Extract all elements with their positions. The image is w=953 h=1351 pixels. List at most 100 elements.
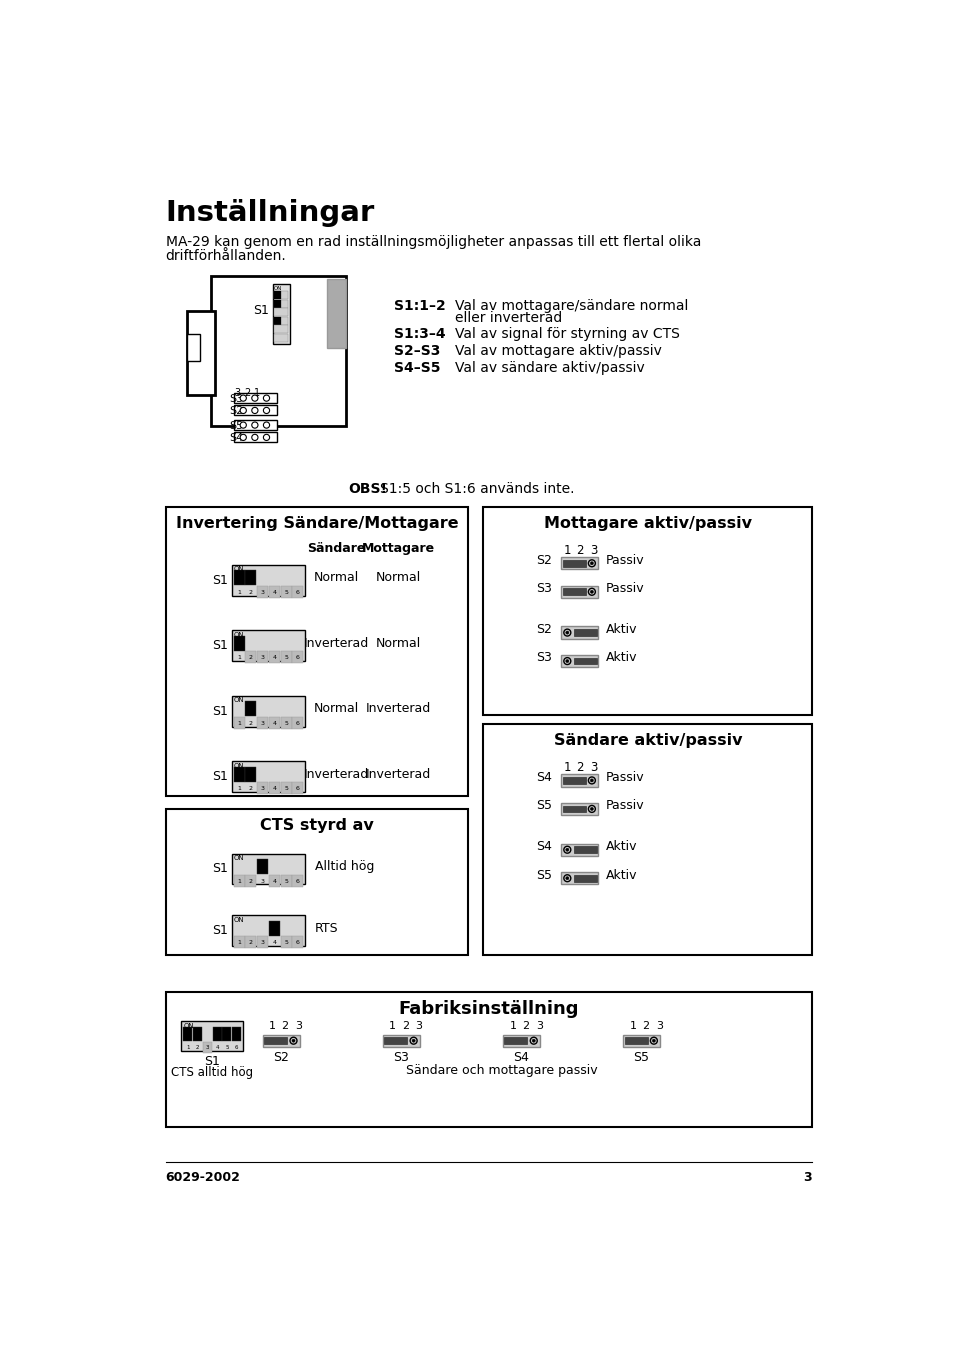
Text: Val av signal för styrning av CTS: Val av signal för styrning av CTS xyxy=(455,327,679,340)
Circle shape xyxy=(240,422,246,428)
Text: 4: 4 xyxy=(215,1044,218,1050)
Text: ON: ON xyxy=(233,566,244,573)
Text: ON: ON xyxy=(233,763,244,769)
Text: S1: S1 xyxy=(212,770,228,784)
Bar xyxy=(233,405,276,416)
Text: CTS alltid hög: CTS alltid hög xyxy=(171,1066,253,1079)
Text: 4: 4 xyxy=(272,786,276,792)
Text: Passiv: Passiv xyxy=(605,554,644,566)
Bar xyxy=(502,1035,539,1047)
Bar xyxy=(269,651,279,663)
Text: RTS: RTS xyxy=(314,921,337,935)
Bar xyxy=(292,874,303,886)
Text: Passiv: Passiv xyxy=(605,800,644,812)
Text: 5: 5 xyxy=(284,940,288,946)
Bar xyxy=(292,936,303,948)
Bar xyxy=(233,420,276,430)
Bar xyxy=(232,854,305,885)
Text: S2: S2 xyxy=(536,623,551,636)
Text: 3: 3 xyxy=(416,1021,422,1031)
Text: Normal: Normal xyxy=(375,636,420,650)
Text: 3: 3 xyxy=(260,786,264,792)
Bar xyxy=(256,717,268,728)
Bar xyxy=(211,276,346,426)
Bar xyxy=(560,585,598,598)
Bar xyxy=(483,724,811,955)
Bar xyxy=(560,774,598,786)
Text: CTS styrd av: CTS styrd av xyxy=(260,819,374,834)
Text: S2: S2 xyxy=(229,407,243,416)
Text: S3: S3 xyxy=(536,582,551,596)
Bar xyxy=(274,334,288,342)
Text: 3: 3 xyxy=(260,878,264,884)
Text: S5: S5 xyxy=(536,800,551,812)
Circle shape xyxy=(590,590,593,593)
Bar xyxy=(269,874,279,886)
Bar xyxy=(233,936,244,948)
Circle shape xyxy=(565,848,568,851)
Text: S4: S4 xyxy=(536,771,551,784)
Bar xyxy=(560,802,598,815)
Bar xyxy=(292,717,303,728)
Text: Mottagare aktiv/passiv: Mottagare aktiv/passiv xyxy=(543,516,751,531)
Bar xyxy=(292,782,303,794)
Text: 2: 2 xyxy=(641,1021,648,1031)
Bar xyxy=(193,1027,202,1040)
Bar xyxy=(245,701,256,716)
Text: ON: ON xyxy=(233,697,244,704)
Text: Inverterad: Inverterad xyxy=(303,636,369,650)
Circle shape xyxy=(412,1039,415,1042)
Text: S1: S1 xyxy=(253,304,269,317)
Text: 5: 5 xyxy=(284,878,288,884)
Bar xyxy=(274,300,288,308)
Circle shape xyxy=(532,1039,535,1042)
Text: S4: S4 xyxy=(536,840,551,852)
Circle shape xyxy=(263,394,270,401)
Text: Aktiv: Aktiv xyxy=(605,651,637,665)
Text: 2: 2 xyxy=(249,940,253,946)
Text: S1: S1 xyxy=(204,1055,220,1067)
Bar xyxy=(292,651,303,663)
Circle shape xyxy=(252,408,257,413)
Text: 4: 4 xyxy=(272,940,276,946)
Bar xyxy=(264,1038,287,1044)
Bar xyxy=(233,432,276,442)
Text: Aktiv: Aktiv xyxy=(605,840,637,852)
Text: 1: 1 xyxy=(237,655,241,661)
Text: 4: 4 xyxy=(272,721,276,725)
Bar xyxy=(233,874,244,886)
Text: S2: S2 xyxy=(273,1051,289,1065)
Circle shape xyxy=(263,434,270,440)
Text: S1: S1 xyxy=(212,924,228,938)
Bar xyxy=(483,507,811,715)
Circle shape xyxy=(588,777,595,784)
Bar xyxy=(274,292,281,299)
Text: 5: 5 xyxy=(284,786,288,792)
Text: Inverterad: Inverterad xyxy=(365,767,431,781)
Text: Alltid hög: Alltid hög xyxy=(314,861,374,873)
Text: S4: S4 xyxy=(513,1051,529,1065)
Text: 2: 2 xyxy=(401,1021,408,1031)
Text: ON: ON xyxy=(233,855,244,861)
Circle shape xyxy=(290,1038,296,1044)
Bar xyxy=(256,859,268,874)
Text: Fabriksinställning: Fabriksinställning xyxy=(398,1000,578,1017)
Circle shape xyxy=(240,394,246,401)
Bar xyxy=(560,871,598,885)
Text: ON: ON xyxy=(183,1023,194,1029)
Text: eller inverterad: eller inverterad xyxy=(455,312,561,326)
Text: S2: S2 xyxy=(536,554,551,566)
Text: Normal: Normal xyxy=(314,703,358,715)
Text: ON: ON xyxy=(274,286,281,290)
Text: 1: 1 xyxy=(237,940,241,946)
Text: 2: 2 xyxy=(249,878,253,884)
Text: S2–S3: S2–S3 xyxy=(394,345,440,358)
Bar xyxy=(574,875,597,882)
Bar xyxy=(245,767,256,781)
Text: Sändare: Sändare xyxy=(307,542,365,555)
Bar xyxy=(504,1038,527,1044)
Circle shape xyxy=(252,422,257,428)
Bar xyxy=(256,651,268,663)
Bar xyxy=(233,570,244,585)
Text: 4: 4 xyxy=(272,590,276,594)
